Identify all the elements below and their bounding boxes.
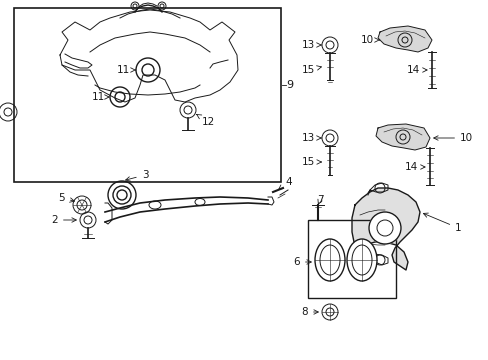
Text: 3: 3 bbox=[125, 170, 148, 181]
Text: 13: 13 bbox=[301, 40, 321, 50]
Ellipse shape bbox=[346, 239, 376, 281]
Text: 5: 5 bbox=[58, 193, 74, 203]
Text: 8: 8 bbox=[301, 307, 318, 317]
Text: 1: 1 bbox=[423, 213, 461, 233]
Text: 9: 9 bbox=[285, 80, 292, 90]
Bar bbox=[14, 8, 281, 182]
Text: 2: 2 bbox=[51, 215, 76, 225]
Polygon shape bbox=[377, 26, 431, 52]
Text: 6: 6 bbox=[293, 257, 311, 267]
Text: 12: 12 bbox=[196, 114, 215, 127]
Text: 14: 14 bbox=[404, 162, 424, 172]
Text: 10: 10 bbox=[360, 35, 379, 45]
Text: 11: 11 bbox=[92, 92, 109, 102]
Ellipse shape bbox=[314, 239, 345, 281]
Text: 4: 4 bbox=[278, 177, 291, 189]
Polygon shape bbox=[351, 188, 419, 270]
Text: 15: 15 bbox=[301, 157, 321, 167]
Text: 14: 14 bbox=[406, 65, 426, 75]
Circle shape bbox=[368, 212, 400, 244]
Bar bbox=[307, 220, 395, 298]
Text: 10: 10 bbox=[433, 133, 472, 143]
Text: 15: 15 bbox=[301, 65, 321, 75]
Polygon shape bbox=[375, 124, 429, 150]
Text: 13: 13 bbox=[301, 133, 321, 143]
Text: 7: 7 bbox=[316, 195, 323, 205]
Text: 11: 11 bbox=[117, 65, 135, 75]
